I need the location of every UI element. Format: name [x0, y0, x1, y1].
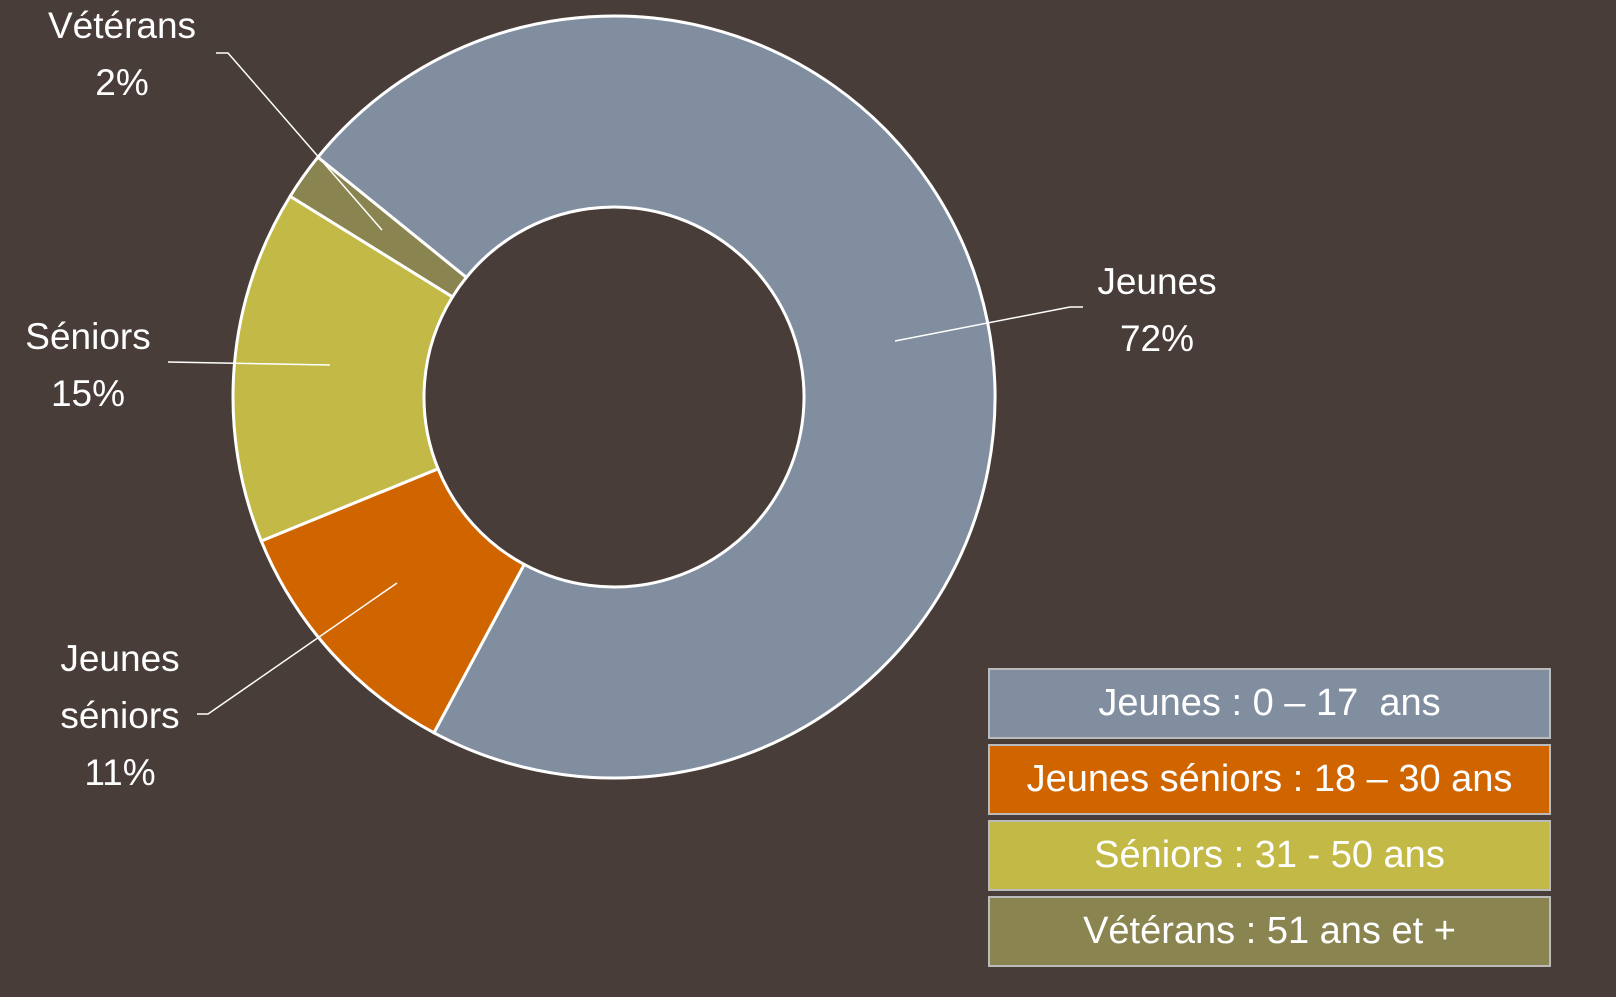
- data-label: Jeunes séniors 11%: [35, 630, 205, 801]
- donut-slice: [259, 466, 527, 735]
- label-name: Jeunes: [1097, 261, 1217, 302]
- leader-lines: [167, 52, 1083, 715]
- leader-line: [894, 306, 1083, 342]
- label-value: 72%: [1119, 318, 1195, 359]
- donut-slice: [231, 194, 455, 543]
- label-value: 15%: [50, 373, 126, 414]
- leader-line: [216, 52, 383, 231]
- donut-slice: [315, 14, 997, 780]
- leader-line: [167, 361, 331, 366]
- slices: [231, 14, 997, 780]
- data-label: Vétérans 2%: [48, 0, 196, 111]
- label-value: 2%: [95, 62, 149, 103]
- legend-entry: Jeunes séniors : 18 – 30 ans: [988, 744, 1551, 815]
- label-value: 11%: [84, 752, 156, 793]
- label-name: Vétérans: [47, 5, 197, 46]
- legend-entry: Vétérans : 51 ans et +: [988, 896, 1551, 967]
- label-name: Séniors: [25, 316, 151, 357]
- donut-slice: [288, 155, 469, 299]
- data-label: Séniors 15%: [25, 308, 150, 422]
- leader-line: [197, 582, 398, 715]
- data-label: Jeunes 72%: [1097, 253, 1216, 367]
- legend: Jeunes : 0 – 17 ans Jeunes séniors : 18 –…: [988, 668, 1551, 972]
- legend-entry: Jeunes : 0 – 17 ans: [988, 668, 1551, 739]
- legend-entry: Séniors : 31 - 50 ans: [988, 820, 1551, 891]
- label-name: Jeunes séniors: [60, 638, 180, 736]
